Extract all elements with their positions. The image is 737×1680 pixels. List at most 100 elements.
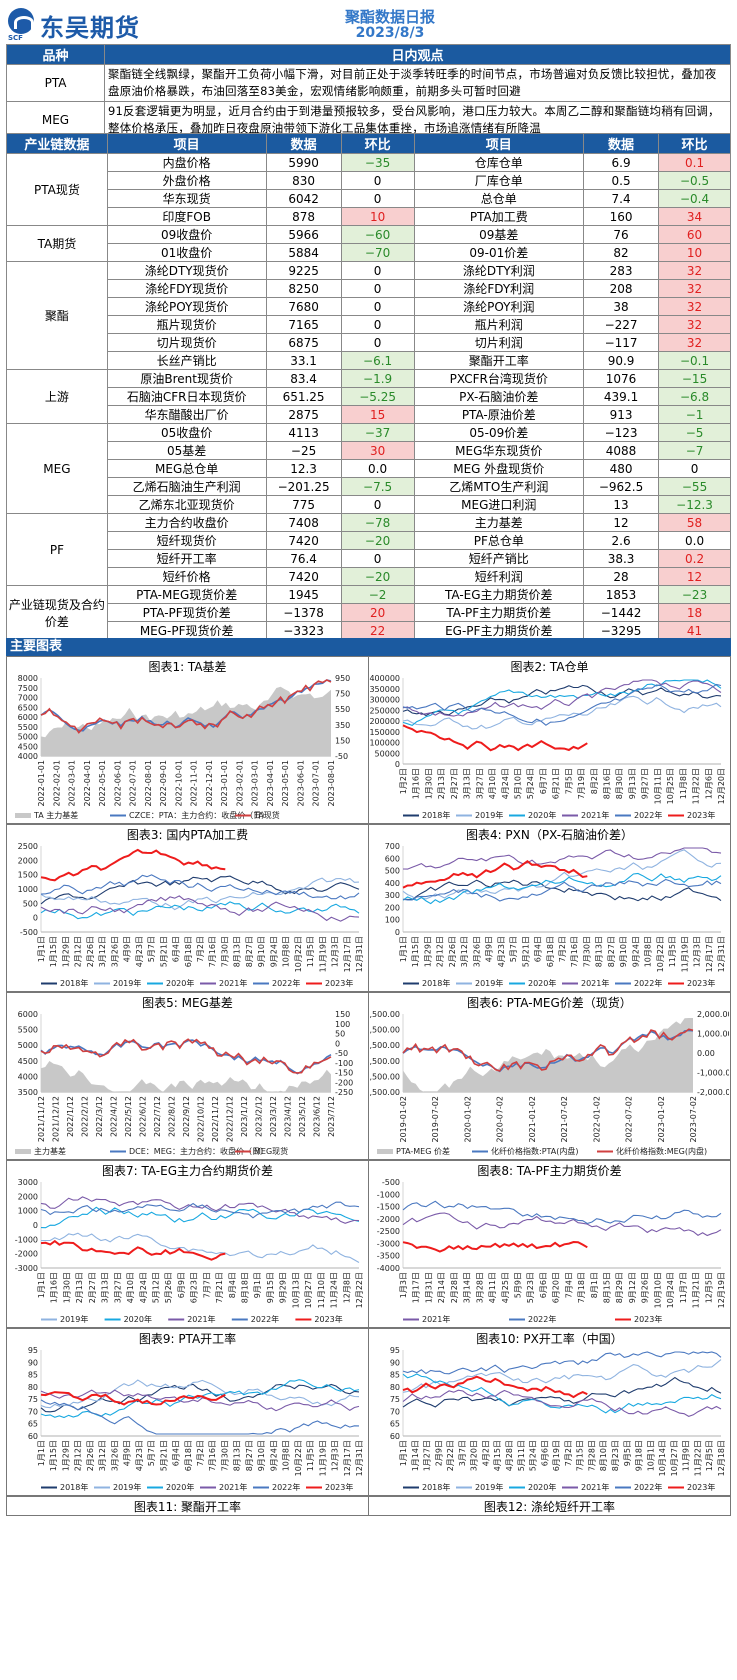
x-tick-label: 2022-07-01 bbox=[129, 760, 138, 807]
y-tick-label: 6000 bbox=[18, 1010, 38, 1019]
data-change: 0 bbox=[340, 495, 415, 514]
company-name: 东吴期货 bbox=[40, 14, 140, 42]
data-change: −5.25 bbox=[340, 387, 415, 406]
y-tick-label: 300 bbox=[385, 891, 400, 900]
data-header-cell: 项目 bbox=[106, 133, 267, 154]
data-item: 厂库仓单 bbox=[413, 171, 585, 190]
svg-text:2021年: 2021年 bbox=[219, 1482, 247, 1492]
series-line bbox=[40, 1206, 360, 1229]
x-tick-label: 2022-01-01 bbox=[37, 760, 46, 807]
x-tick-label: 2023-07-01 bbox=[312, 760, 321, 807]
data-change: −20 bbox=[340, 531, 415, 550]
data-row: MEG-PF现货价差 −3323 22 EG-PF主力期货价差 −3295 41 bbox=[7, 621, 731, 640]
data-value: 2.6 bbox=[583, 531, 660, 550]
y-tick-label: 300000 bbox=[369, 696, 400, 705]
data-change: −78 bbox=[340, 513, 415, 532]
svg-text:2023年: 2023年 bbox=[314, 1314, 342, 1324]
svg-text:2023年: 2023年 bbox=[325, 978, 353, 988]
x-tick-label: 6月18日 bbox=[184, 936, 193, 967]
x-tick-label: 11月19日 bbox=[680, 936, 689, 972]
series-line bbox=[40, 1391, 226, 1406]
data-value: 13 bbox=[583, 495, 660, 514]
x-tick-label: 2022-11-01 bbox=[190, 760, 199, 807]
series-line bbox=[40, 1038, 332, 1074]
x-tick-label: 10月27日 bbox=[670, 1440, 679, 1476]
y-tick-label: 5000 bbox=[18, 1041, 38, 1050]
series-line bbox=[40, 848, 226, 882]
data-item: 乙烯MTO生产利润 bbox=[413, 477, 585, 496]
x-tick-label: 3月28日 bbox=[475, 1272, 484, 1303]
data-value: 7165 bbox=[265, 315, 342, 334]
svg-text:2018年: 2018年 bbox=[422, 1482, 450, 1492]
x-tick-label: 2021/12/12 bbox=[52, 1096, 61, 1142]
x-tick-label: 9月1日 bbox=[253, 1272, 262, 1298]
chart-title: 图表6: PTA-MEG价差（现货） bbox=[467, 996, 632, 1010]
chart-panel: 图表7: TA-EG主力合约期货价差 3000 2000 1000 0 -1000 -200… bbox=[6, 1160, 369, 1328]
x-tick-label: 5月24日 bbox=[529, 1440, 538, 1471]
x-tick-label: 9月18日 bbox=[635, 1440, 644, 1471]
x-tick-label: 1月2日 bbox=[399, 768, 408, 794]
x-tick-label: 5月10日 bbox=[513, 768, 522, 799]
legend-item: 2022年 bbox=[253, 978, 300, 988]
data-header-row: 产业链数据 项目 数据 环比 项目 数据 环比 bbox=[6, 133, 731, 154]
y-tick-label: -3500 bbox=[377, 1252, 400, 1261]
data-header-cell: 项目 bbox=[413, 133, 585, 154]
data-value: 6875 bbox=[265, 333, 342, 352]
legend-item: DCE：MEG：主力合约：收盘价（日） bbox=[110, 1146, 268, 1156]
data-value: 2875 bbox=[265, 405, 342, 424]
data-change: 0 bbox=[658, 459, 731, 478]
x-tick-label: 2月12日 bbox=[74, 936, 83, 967]
x-tick-label: 1月15日 bbox=[411, 936, 420, 967]
legend-item: 2018年 bbox=[41, 1482, 88, 1492]
data-value: 90.9 bbox=[583, 351, 660, 370]
x-tick-label: 9月13日 bbox=[628, 768, 637, 799]
data-change: −23 bbox=[658, 585, 731, 604]
x-tick-label: 1月14日 bbox=[411, 1440, 420, 1471]
y2-tick-label: -50 bbox=[335, 752, 348, 761]
y-tick-label: 600 bbox=[385, 854, 400, 863]
x-tick-label: 3月26日 bbox=[472, 936, 481, 967]
data-row: 瓶片现货价 7165 0 瓶片利润 −227 32 bbox=[7, 315, 731, 334]
y2-tick-label: -1,000.00 bbox=[697, 1069, 729, 1078]
data-item: 瓶片利润 bbox=[413, 315, 585, 334]
x-tick-label: 2022-09-01 bbox=[159, 760, 168, 807]
data-change: 32 bbox=[658, 333, 731, 352]
data-item: PF总仓单 bbox=[413, 531, 585, 550]
series-area bbox=[403, 1018, 693, 1092]
svg-text:2022年: 2022年 bbox=[272, 1482, 300, 1492]
x-tick-label: 7月18日 bbox=[577, 1272, 586, 1303]
y-tick-label: 1000 bbox=[18, 1207, 38, 1216]
svg-text:2019年: 2019年 bbox=[475, 810, 503, 820]
x-tick-label: 2022-07-02 bbox=[625, 1096, 634, 1143]
x-tick-label: 10月11日 bbox=[653, 768, 662, 804]
x-tick-label: 12月18日 bbox=[717, 1440, 726, 1476]
x-tick-label: 8月2日 bbox=[590, 768, 599, 794]
data-item: 09收盘价 bbox=[106, 225, 267, 244]
series-line bbox=[40, 1232, 360, 1263]
data-row: 01收盘价 5884 −70 09-01价差 82 10 bbox=[7, 243, 731, 262]
x-tick-label: 2022/8/12 bbox=[168, 1096, 177, 1137]
data-item: 涤纶FDY现货价 bbox=[106, 279, 267, 298]
data-change: 0 bbox=[340, 171, 415, 190]
x-tick-label: 11月10日 bbox=[317, 1272, 326, 1308]
svg-text:TA 主力基差: TA 主力基差 bbox=[33, 810, 78, 820]
svg-text:2021年: 2021年 bbox=[187, 1314, 215, 1324]
legend-item: 2021年 bbox=[200, 1482, 247, 1492]
x-tick-label: 5月7日 bbox=[147, 936, 156, 962]
data-row: 华东现货 6042 0 总仓单 7.4 −0.4 bbox=[7, 189, 731, 208]
y-tick-label: -1500 bbox=[377, 1203, 400, 1212]
svg-text:化纤价格指数:MEG(内盘): 化纤价格指数:MEG(内盘) bbox=[616, 1146, 707, 1156]
svg-text:2022年: 2022年 bbox=[634, 978, 662, 988]
x-tick-label: 2月13日 bbox=[437, 768, 446, 799]
x-tick-label: 6月4日 bbox=[172, 1440, 181, 1466]
legend-item: 2021年 bbox=[562, 1482, 609, 1492]
x-tick-label: 2月13日 bbox=[75, 1272, 84, 1303]
x-tick-label: 7月2日 bbox=[196, 1440, 205, 1466]
x-tick-label: 2月27日 bbox=[450, 768, 459, 799]
x-tick-label: 4月9日 bbox=[485, 936, 494, 962]
x-tick-label: 10月14日 bbox=[658, 1440, 667, 1476]
chart-title: 图表10: PX开工率（中国） bbox=[476, 1332, 623, 1346]
y-tick-label: -4000 bbox=[377, 1264, 400, 1273]
x-tick-label: 7月16日 bbox=[570, 936, 579, 967]
chart-svg: -500-1000-1500-2000-2500-3000-3500-40001… bbox=[377, 1178, 726, 1324]
